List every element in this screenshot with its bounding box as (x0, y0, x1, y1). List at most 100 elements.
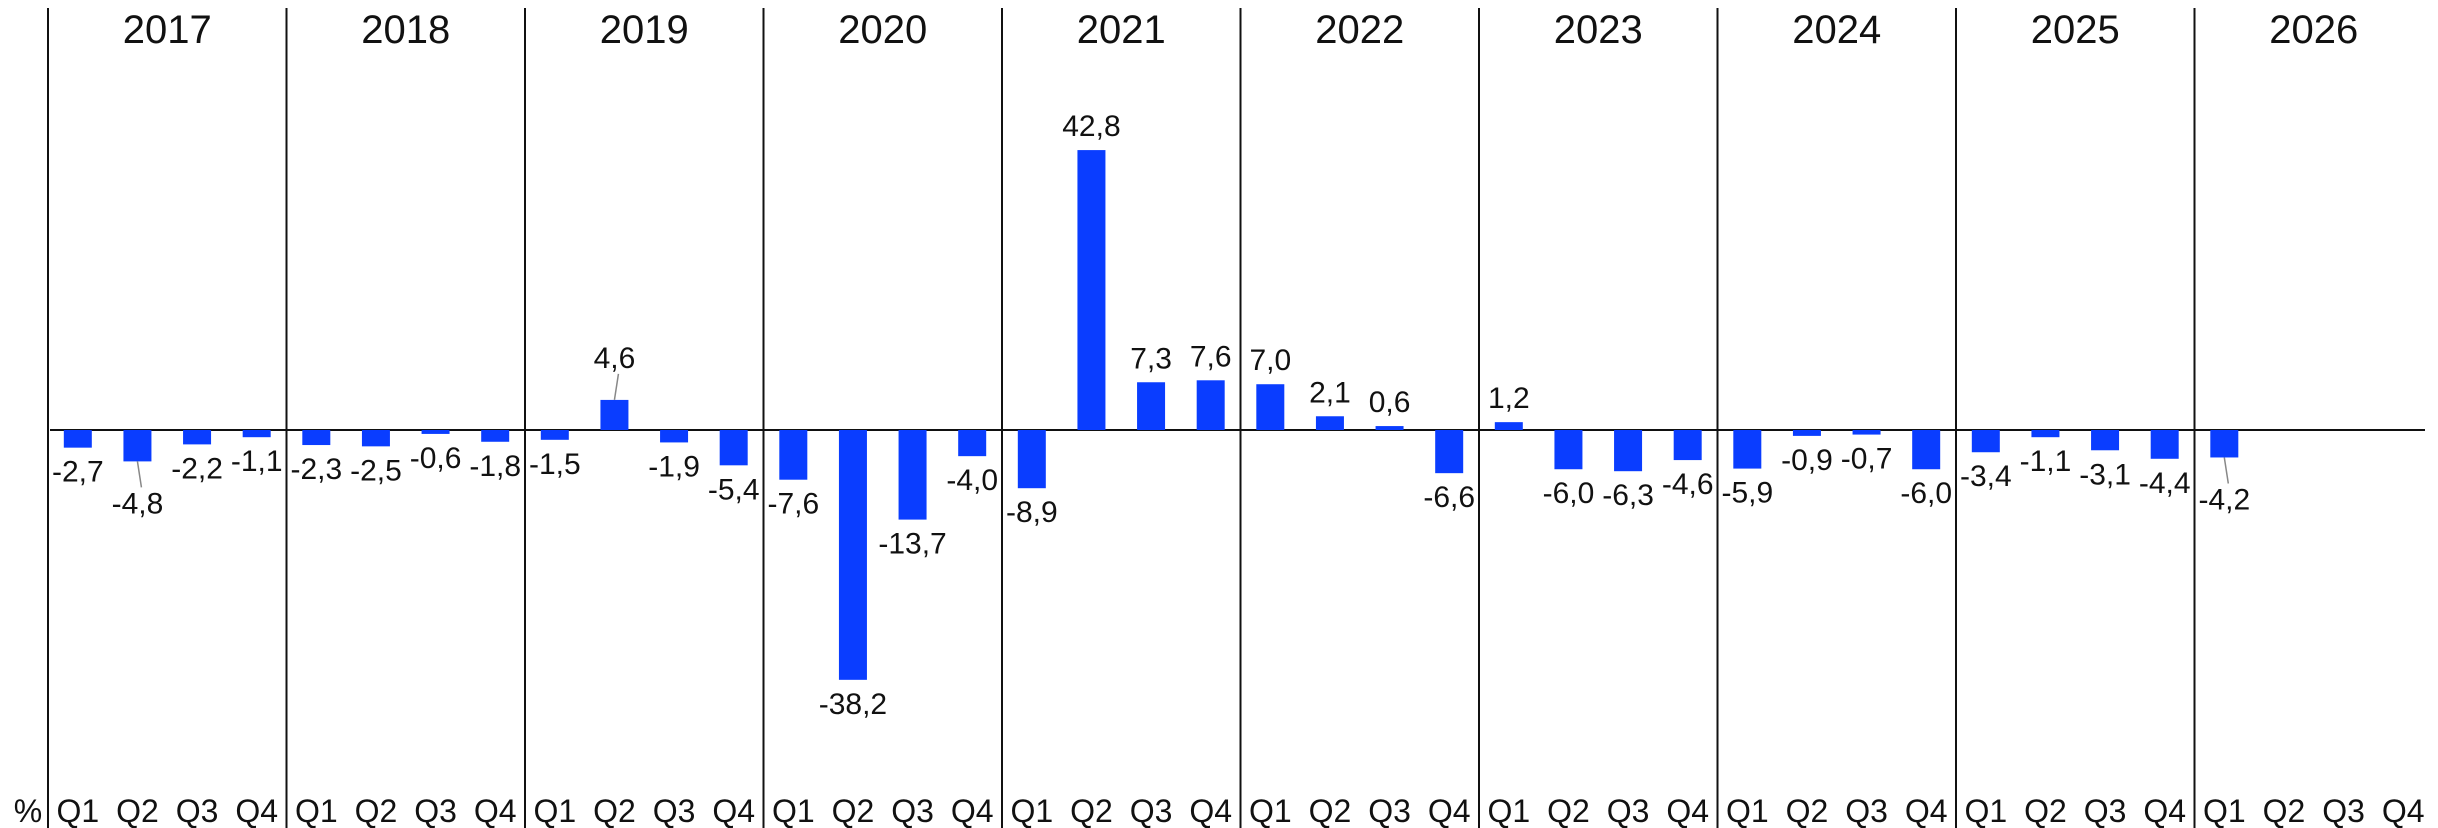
leader-line (2223, 457, 2230, 484)
year-labels: 2017 2018 2019 2020 2021 2022 2023 2024 2025 2026 (123, 8, 2358, 52)
quarter-labels: Q1 Q2 Q3 Q4 Q1 Q2 Q3 Q4 Q1 Q2 Q3 Q4 Q1 Q2 Q3 Q4 Q1 Q2 Q3 Q4… (56, 793, 2424, 828)
bar (302, 430, 331, 446)
bar (838, 430, 867, 680)
quarter-label: Q4 (2382, 793, 2425, 828)
value-label: -6,0 (1900, 477, 1952, 510)
value-label: -1,5 (529, 448, 581, 481)
bar (2091, 430, 2120, 451)
bar (481, 430, 510, 442)
value-label: -4,0 (946, 464, 998, 497)
bar (1196, 380, 1225, 430)
value-label: 7,6 (1190, 340, 1232, 373)
value-label: -2,2 (171, 452, 223, 485)
value-label: 0,6 (1369, 386, 1411, 419)
value-label: 7,3 (1130, 342, 1172, 375)
quarter-label: Q3 (1130, 793, 1173, 828)
quarter-label: Q4 (1666, 793, 1709, 828)
bar (1435, 430, 1464, 474)
value-label: -2,5 (350, 454, 402, 487)
bar (1256, 384, 1285, 430)
bar (123, 430, 152, 462)
quarter-label: Q1 (295, 793, 338, 828)
value-label: -7,6 (767, 488, 819, 521)
year-label: 2020 (838, 8, 927, 52)
bar (421, 430, 450, 434)
bar (1137, 382, 1166, 430)
quarter-label: Q3 (414, 793, 457, 828)
quarter-label: Q2 (1309, 793, 1352, 828)
leader-lines (136, 373, 2230, 488)
quarter-label: Q1 (1964, 793, 2007, 828)
quarter-label: Q3 (2084, 793, 2127, 828)
bar (1673, 430, 1702, 461)
value-label: -6,0 (1543, 477, 1595, 510)
bar (1315, 416, 1344, 430)
bar (1017, 430, 1046, 489)
leader-line (613, 373, 620, 401)
bar (1494, 422, 1523, 430)
year-label: 2024 (1792, 8, 1881, 52)
bar (719, 430, 748, 466)
bar (600, 399, 629, 430)
value-label: -1,8 (469, 450, 521, 483)
quarter-label: Q4 (2143, 793, 2186, 828)
quarter-label: Q2 (355, 793, 398, 828)
bar (540, 430, 569, 440)
value-label: 7,0 (1249, 344, 1291, 377)
quarter-label: Q3 (1845, 793, 1888, 828)
quarter-label: Q2 (1547, 793, 1590, 828)
bar (1733, 430, 1762, 469)
value-label: -38,2 (819, 688, 887, 721)
bars (63, 150, 2239, 680)
bar (660, 430, 689, 443)
value-label: -3,4 (1960, 460, 2012, 493)
bar (1912, 430, 1941, 470)
quarter-label: Q4 (474, 793, 517, 828)
bar (361, 430, 390, 447)
quarter-label: Q4 (712, 793, 755, 828)
bar (1852, 430, 1881, 435)
quarter-label: Q1 (1249, 793, 1292, 828)
leader-line (136, 461, 143, 488)
quarter-label: Q3 (1368, 793, 1411, 828)
quarter-label: Q3 (1607, 793, 1650, 828)
year-label: 2023 (1554, 8, 1643, 52)
quarter-label: Q2 (2024, 793, 2067, 828)
quarter-label: Q2 (832, 793, 875, 828)
value-label: -5,9 (1721, 477, 1773, 510)
quarter-label: Q2 (116, 793, 159, 828)
bar (2150, 430, 2179, 459)
quarter-label: Q1 (533, 793, 576, 828)
bar (242, 430, 271, 438)
bar (63, 430, 92, 448)
bar (1792, 430, 1821, 436)
value-label: -13,7 (878, 528, 946, 561)
value-labels: -2,7-4,8-2,2 -1,1 -2,3 -2,5 -0,6 -1,8 -1,54,6-… (52, 110, 2250, 721)
value-label: -4,8 (112, 487, 164, 520)
quarter-label: Q2 (2263, 793, 2306, 828)
bar (2210, 430, 2239, 458)
quarter-label: Q2 (593, 793, 636, 828)
quarter-label: Q2 (1070, 793, 1113, 828)
year-label: 2026 (2269, 8, 2358, 52)
value-label: 2,1 (1309, 376, 1351, 409)
year-label: 2019 (600, 8, 689, 52)
bar (1614, 430, 1643, 472)
value-label: -6,6 (1423, 481, 1475, 514)
year-label: 2022 (1315, 8, 1404, 52)
value-label: -0,6 (410, 442, 462, 475)
bar (1375, 426, 1404, 430)
quarter-label: Q4 (1189, 793, 1232, 828)
year-separators (47, 8, 2196, 828)
year-label: 2025 (2031, 8, 2120, 52)
bar (958, 430, 987, 457)
quarter-label: Q1 (772, 793, 815, 828)
value-label: -5,4 (708, 473, 760, 506)
quarter-label: Q1 (1487, 793, 1530, 828)
value-label: 4,6 (594, 342, 636, 375)
value-label: -6,3 (1602, 479, 1654, 512)
quarter-label: Q3 (891, 793, 934, 828)
bar (183, 430, 212, 445)
quarter-label: Q3 (2322, 793, 2365, 828)
